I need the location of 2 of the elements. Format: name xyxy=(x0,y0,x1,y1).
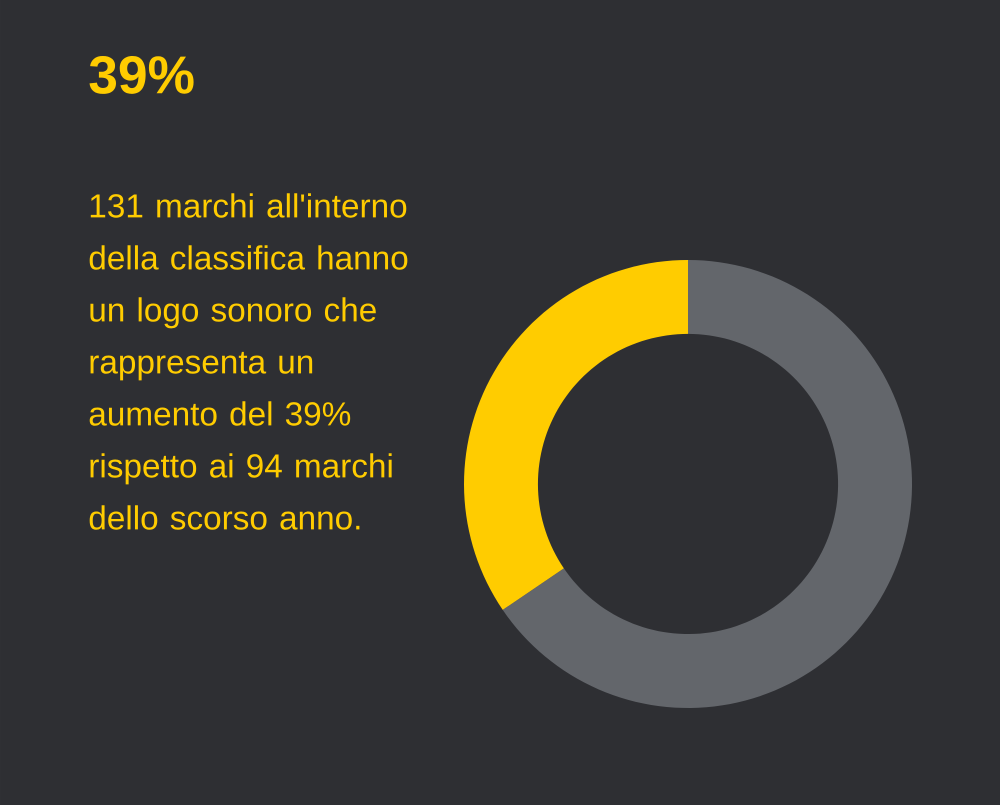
text: 131 marchi all'interno della classifica hanno un logo sonoro che rappresenta un aumento del 39% rispetto ai 94 marchi dello scorso anno. xyxy=(90,193,408,530)
chart-title: 39% xyxy=(90,56,194,94)
